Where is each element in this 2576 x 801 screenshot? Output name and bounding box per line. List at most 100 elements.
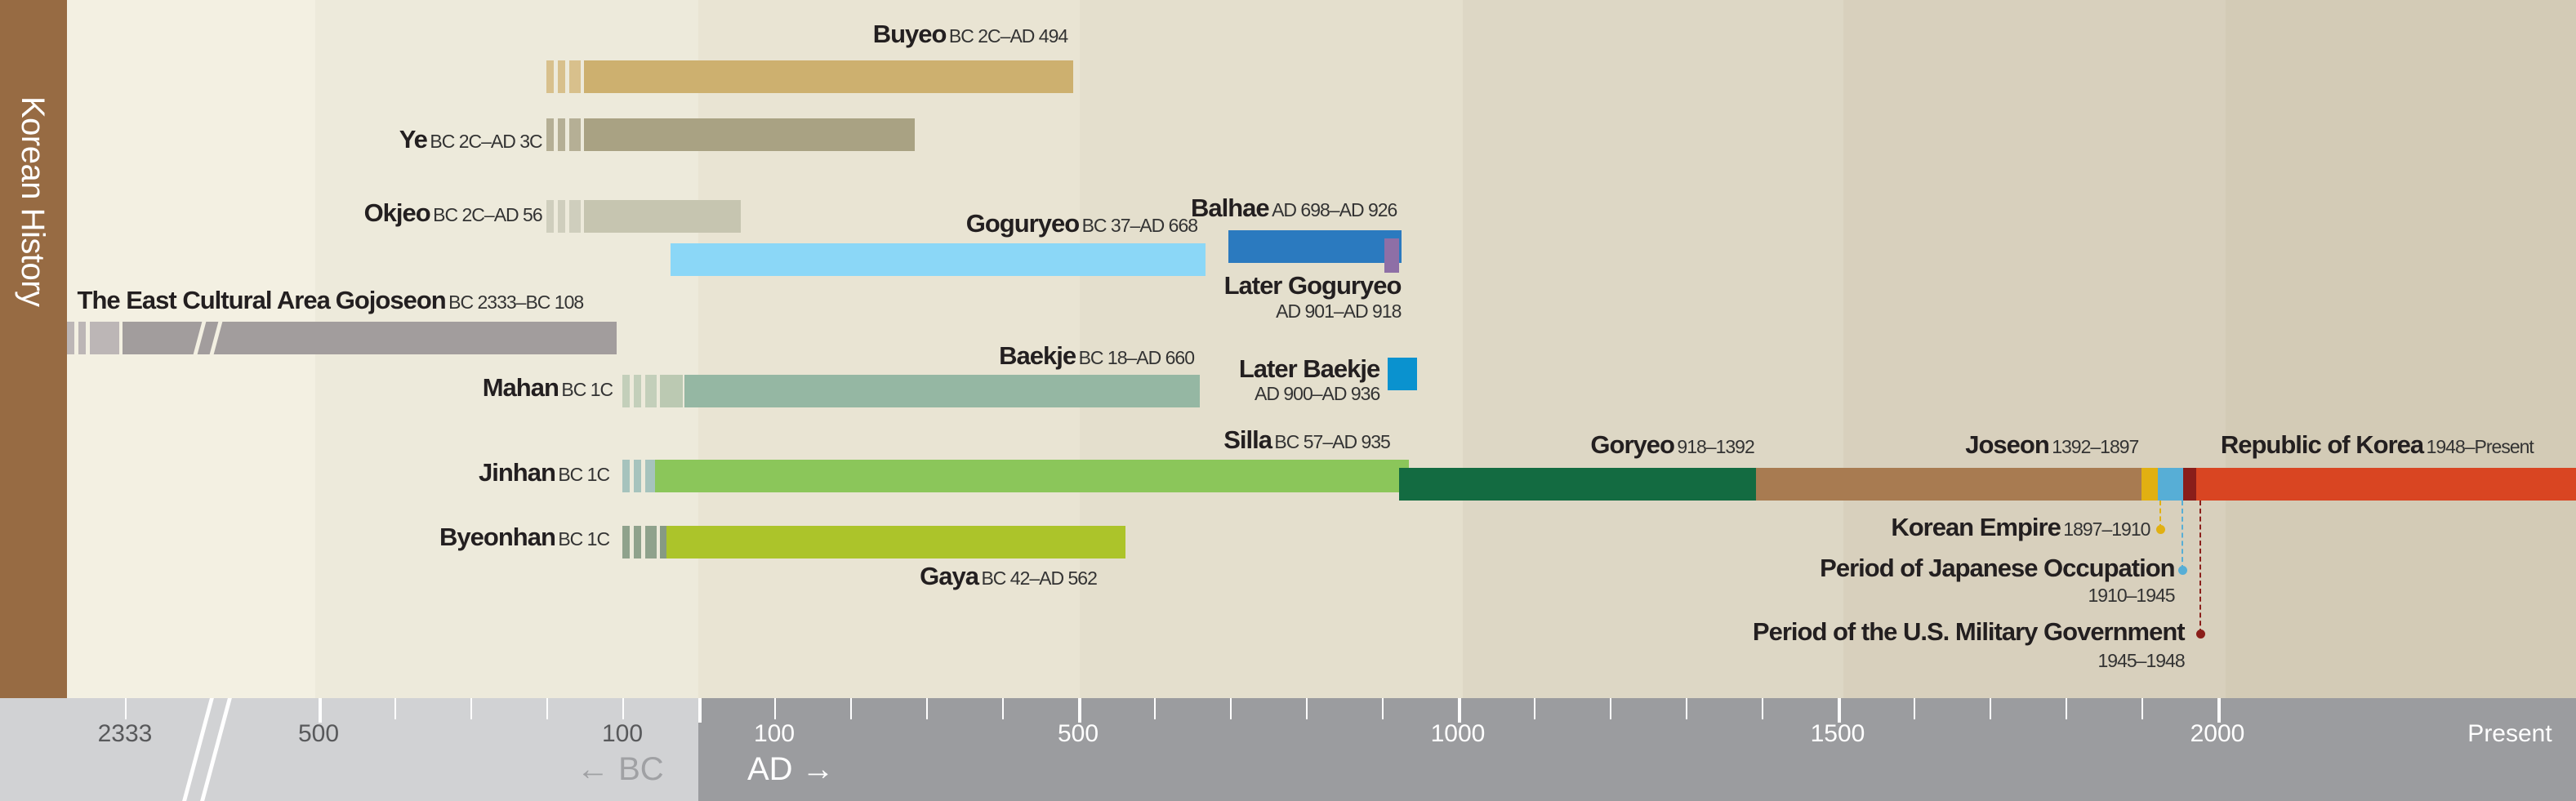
callout-line-us-military xyxy=(2199,501,2201,634)
label-dates: 1392–1897 xyxy=(2052,435,2139,457)
callout-dot-us-military xyxy=(2195,630,2205,639)
label-name: Silla xyxy=(1223,425,1272,454)
bar-stripe-buyeo xyxy=(546,60,554,94)
bar-joseon xyxy=(1755,468,2142,501)
bar-baekje xyxy=(684,374,1200,407)
label-name: Buyeo xyxy=(872,20,947,49)
axis-tick xyxy=(394,698,396,719)
label-goguryeo: Goguryeo BC 37–AD 668 xyxy=(965,208,1198,238)
label-dates: BC 37–AD 668 xyxy=(1081,214,1198,236)
axis-ad-section xyxy=(698,698,2576,801)
bar-okjeo xyxy=(584,200,742,234)
label-balhae: Balhae AD 698–AD 926 xyxy=(1191,194,1397,223)
axis-tick xyxy=(1686,698,1687,719)
axis-tick xyxy=(2141,698,2143,719)
bar-stripe-byeonhan xyxy=(634,525,641,558)
axis-tick xyxy=(546,698,548,719)
bar-stripe-gojoseon xyxy=(78,322,86,355)
background-band xyxy=(1080,0,1463,698)
bar-later-goguryeo xyxy=(1384,238,1400,273)
callout-line-japanese-occupation xyxy=(2181,501,2183,570)
label-goryeo: Goryeo 918–1392 xyxy=(1590,430,1754,460)
callout-dot-japanese-occupation xyxy=(2177,565,2187,575)
axis-tick-label: 2000 xyxy=(2190,720,2245,747)
axis-tick xyxy=(1990,698,1991,719)
background-band xyxy=(1843,0,2226,698)
label-us-military: 1945–1948 xyxy=(2098,650,2186,672)
bar-buyeo xyxy=(584,60,1074,94)
bar-stripe-buyeo xyxy=(558,60,565,94)
label-name: Mahan xyxy=(482,372,559,402)
bar-rok xyxy=(2195,468,2576,501)
label-silla: Silla BC 57–AD 935 xyxy=(1223,425,1391,455)
label-dates: 1897–1910 xyxy=(2063,518,2150,540)
label-name: Goryeo xyxy=(1590,429,1675,459)
bar-stripe-jinhan xyxy=(634,460,641,493)
axis-tick xyxy=(2066,698,2067,719)
axis-tick xyxy=(1306,698,1308,719)
axis-tick xyxy=(1914,698,1915,719)
axis-tick xyxy=(125,698,127,719)
axis-tick-label: Present xyxy=(2467,720,2552,747)
bar-balhae xyxy=(1228,229,1402,263)
label-name: Gaya xyxy=(920,561,979,590)
label-jinhan: Jinhan BC 1C xyxy=(478,458,610,487)
bar-mahan xyxy=(660,374,684,407)
bar-stripe-byeonhan xyxy=(645,525,657,558)
label-ye: Ye BC 2C–AD 3C xyxy=(399,125,543,154)
axis-tick xyxy=(1610,698,1611,719)
label-gojoseon: The East Cultural Area Gojoseon BC 2333–… xyxy=(78,286,585,315)
label-name: Byeonhan xyxy=(439,522,556,551)
label-dates: BC 1C xyxy=(561,378,613,400)
bar-stripe-jinhan xyxy=(645,460,657,493)
bar-stripe-okjeo xyxy=(558,200,565,234)
label-dates: 1948–Present xyxy=(2426,435,2534,457)
axis-tick xyxy=(622,698,624,719)
label-okjeo: Okjeo BC 2C–AD 56 xyxy=(364,198,543,228)
axis-tick-label: 1000 xyxy=(1430,720,1486,747)
axis-tick xyxy=(698,698,702,723)
label-buyeo: Buyeo BC 2C–AD 494 xyxy=(872,20,1068,49)
label-name: Goguryeo xyxy=(965,208,1080,238)
axis-tick xyxy=(1838,698,1841,723)
sidebar-title: Korean History xyxy=(15,96,51,307)
label-name: Balhae xyxy=(1190,194,1270,223)
bar-silla xyxy=(654,460,1409,493)
axis-tick-label: 500 xyxy=(297,720,340,747)
bar-gojoseon xyxy=(123,322,617,355)
bar-korean-empire xyxy=(2141,468,2159,501)
background-band xyxy=(1463,0,1843,698)
bar-us-military xyxy=(2182,468,2196,501)
bar-ye xyxy=(584,118,916,151)
bar-stripe-mahan xyxy=(645,374,657,407)
axis-tick xyxy=(1230,698,1232,719)
label-dates: AD 901–AD 918 xyxy=(1276,300,1402,323)
axis-tick-label: 100 xyxy=(753,720,796,747)
bar-stripe-gojoseon xyxy=(67,322,74,355)
bar-stripe-ye xyxy=(546,118,554,151)
axis-tick xyxy=(926,698,928,719)
axis-tick xyxy=(1762,698,1763,719)
label-dates: BC 2C–AD 56 xyxy=(433,204,542,226)
label-dates: BC 1C xyxy=(558,464,610,486)
axis-tick-label: 2333 xyxy=(97,720,153,747)
callout-line-korean-empire xyxy=(2159,501,2162,529)
label-joseon: Joseon 1392–1897 xyxy=(1965,430,2139,460)
axis-tick xyxy=(1002,698,1004,719)
label-us-military: Period of the U.S. Military Government xyxy=(1752,617,2186,647)
bar-stripe-mahan xyxy=(634,374,641,407)
bar-stripe-buyeo xyxy=(569,60,581,94)
label-name: Republic of Korea xyxy=(2220,429,2424,459)
label-dates: BC 42–AD 562 xyxy=(981,567,1097,589)
label-name: Period of the U.S. Military Government xyxy=(1752,617,2186,647)
label-name: Period of Japanese Occupation xyxy=(1820,553,2175,582)
label-dates: BC 2C–AD 3C xyxy=(430,130,542,152)
bar-goryeo xyxy=(1399,468,1756,501)
axis-tick xyxy=(470,698,472,719)
label-name: Jinhan xyxy=(478,458,556,487)
axis-tick-label: 1500 xyxy=(1810,720,1865,747)
label-later-goguryeo: Later Goguryeo xyxy=(1224,271,1402,300)
label-dates: 918–1392 xyxy=(1677,435,1754,457)
label-gaya: Gaya BC 42–AD 562 xyxy=(920,561,1098,591)
label-dates: BC 57–AD 935 xyxy=(1274,430,1390,452)
